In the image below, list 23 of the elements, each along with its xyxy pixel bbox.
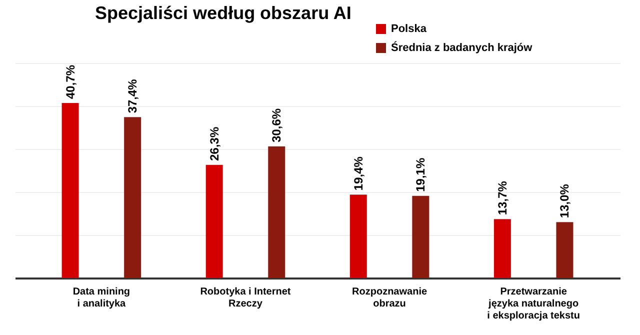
x-tick-label: Przetwarzanie języka naturalnego i eksploracja tekstu xyxy=(487,286,580,322)
bar xyxy=(206,164,223,278)
data-label: 37,4% xyxy=(126,78,140,114)
bar xyxy=(268,146,286,278)
legend-label: Średnia z badanych krajów xyxy=(391,41,533,54)
x-tick-label: Robotyka i Internet Rzeczy xyxy=(200,286,292,310)
data-label: 13,7% xyxy=(495,180,510,216)
bar xyxy=(62,102,79,278)
data-label: 40,7% xyxy=(63,64,78,99)
bar xyxy=(350,194,367,278)
bar xyxy=(124,117,142,278)
bar xyxy=(494,219,511,278)
bar xyxy=(556,222,574,278)
chart-title: Specjaliści według obszaru AI xyxy=(95,3,352,23)
x-tick-label: Data mining i analityka xyxy=(72,286,130,310)
data-label: 26,3% xyxy=(207,126,222,161)
data-label: 30,6% xyxy=(270,108,284,142)
data-label: 19,1% xyxy=(414,158,428,192)
data-label: 13,0% xyxy=(558,184,572,218)
x-tick-label: Rozpoznawanie obrazu xyxy=(352,286,428,310)
bar xyxy=(412,196,430,278)
legend-label: Polska xyxy=(391,23,428,35)
data-label: 19,4% xyxy=(351,156,366,191)
